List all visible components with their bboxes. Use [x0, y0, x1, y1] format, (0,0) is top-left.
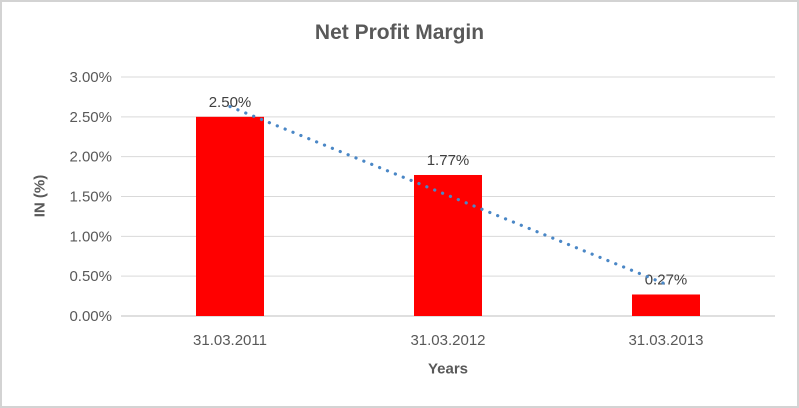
data-label: 1.77% — [427, 152, 470, 169]
bar — [196, 116, 264, 316]
y-tick-label: 2.00% — [69, 149, 112, 166]
x-tick-label: 31.03.2013 — [628, 332, 703, 349]
x-tick-label: 31.03.2011 — [193, 332, 267, 349]
bar — [414, 174, 482, 316]
data-label: 2.50% — [209, 94, 252, 111]
y-axis-title: IN (%) — [31, 174, 49, 218]
y-tick-label: 0.50% — [69, 268, 112, 285]
y-tick-label: 3.00% — [69, 69, 112, 86]
x-axis-title: Years — [427, 360, 469, 378]
trendline — [228, 105, 668, 286]
data-label: 0.27% — [645, 271, 688, 288]
chart-title: Net Profit Margin — [314, 21, 485, 44]
x-tick-label: 31.03.2012 — [410, 332, 485, 349]
y-tick-label: 0.00% — [69, 308, 112, 325]
bar — [632, 294, 700, 316]
y-tick-label: 2.50% — [69, 109, 112, 126]
y-tick-label: 1.00% — [69, 228, 112, 245]
y-tick-label: 1.50% — [69, 189, 112, 206]
